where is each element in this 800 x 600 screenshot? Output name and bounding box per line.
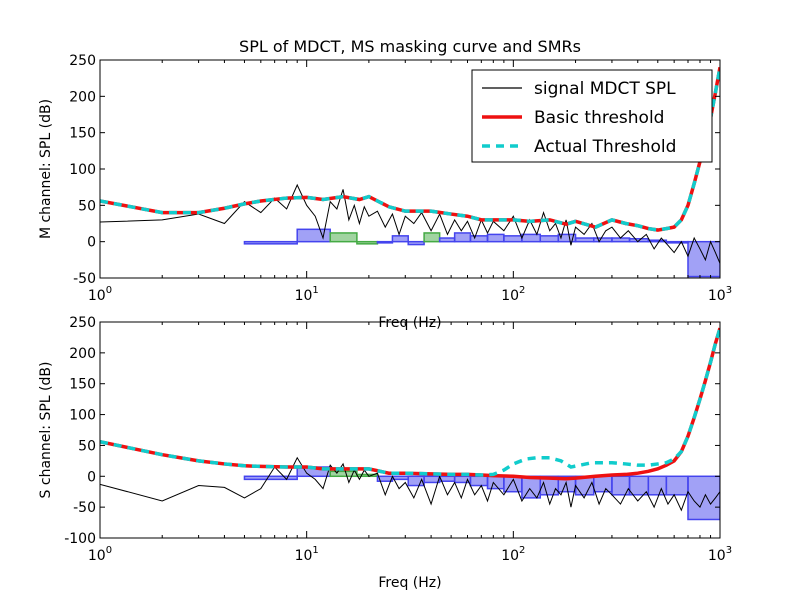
smr-bar	[539, 235, 560, 243]
smr-bar	[469, 475, 489, 487]
smr-bar	[391, 235, 409, 243]
series-actual-threshold	[100, 66, 720, 232]
series-signal-mdct-spl	[100, 183, 720, 264]
smr-bar	[665, 240, 689, 244]
y-tick-label: 200	[69, 346, 96, 362]
smr-bar	[296, 228, 331, 243]
x-tick-label: 100	[88, 285, 112, 304]
plot-area	[100, 66, 720, 278]
legend-label: Basic threshold	[534, 108, 664, 128]
y-axis-label: S channel: SPL (dB)	[38, 362, 54, 499]
legend-label: Actual Threshold	[534, 137, 676, 157]
smr-bar	[376, 240, 394, 244]
legend: signal MDCT SPL Basic threshold Actual Thr…	[471, 69, 713, 163]
y-tick-label: 50	[78, 438, 96, 454]
y-tick-label: 150	[69, 126, 96, 142]
legend-label: signal MDCT SPL	[534, 79, 676, 99]
smr-bar	[574, 237, 595, 243]
y-tick-label: 50	[78, 198, 96, 214]
smr-bar	[687, 240, 720, 278]
smr-bar	[407, 240, 425, 246]
x-tick-label: 103	[708, 545, 732, 564]
smr-bar	[486, 233, 505, 243]
x-tick-label: 102	[501, 545, 525, 564]
x-tick-label: 103	[708, 285, 732, 304]
smr-bar	[647, 475, 668, 496]
smr-bar	[391, 475, 409, 481]
y-tick-label: -50	[73, 500, 96, 516]
y-axis-label: M channel: SPL (dB)	[38, 99, 54, 239]
smr-bar	[423, 475, 441, 484]
smr-bar	[521, 233, 542, 243]
smr-bar	[356, 240, 379, 245]
smr-bar	[611, 237, 631, 243]
x-tick-label: 102	[501, 285, 525, 304]
y-tick-label: -50	[73, 271, 96, 287]
x-tick-label: 101	[295, 545, 319, 564]
y-tick-label: 0	[87, 469, 96, 485]
y-tick-label: 100	[69, 162, 96, 178]
figure-title: SPL of MDCT, MS masking curve and SMRs	[239, 37, 581, 56]
s-channel-panel: -100 -50 0 50 100 150 200 250 100 101 102 103 Freq (…	[38, 315, 732, 591]
plot-area	[100, 327, 720, 521]
smr-bar	[329, 232, 358, 243]
smr-bar	[503, 235, 523, 243]
smr-bar	[423, 232, 441, 243]
x-tick-label: 101	[295, 285, 319, 304]
y-tick-label: 150	[69, 377, 96, 393]
x-axis-label: Freq (Hz)	[378, 315, 441, 331]
y-tick-label: 250	[69, 53, 96, 69]
y-tick-label: 100	[69, 408, 96, 424]
series-basic-threshold	[100, 327, 720, 481]
smr-bar	[593, 475, 613, 493]
y-tick-label: 0	[87, 235, 96, 251]
y-tick-label: 250	[69, 315, 96, 331]
y-tick-label: -100	[64, 531, 96, 547]
smr-bar	[503, 475, 523, 493]
y-tick-label: 200	[69, 89, 96, 105]
smr-bar	[521, 475, 542, 499]
x-axis-label: Freq (Hz)	[378, 575, 441, 591]
smr-bar	[243, 475, 298, 481]
smr-bar	[665, 475, 689, 496]
smr-bar	[438, 237, 456, 243]
smr-bar	[243, 240, 298, 245]
axes-frame	[99, 321, 721, 539]
m-channel-panel: -50 0 50 100 150 200 250 100 101 102 103 Freq (Hz) M…	[38, 53, 732, 331]
smr-bar	[453, 232, 472, 243]
x-tick-label: 100	[88, 545, 112, 564]
series-actual-threshold	[100, 327, 720, 477]
smr-bar	[593, 237, 613, 243]
smr-bar	[486, 475, 505, 490]
smr-bar	[469, 235, 489, 243]
series-signal-mdct-spl	[100, 456, 720, 512]
